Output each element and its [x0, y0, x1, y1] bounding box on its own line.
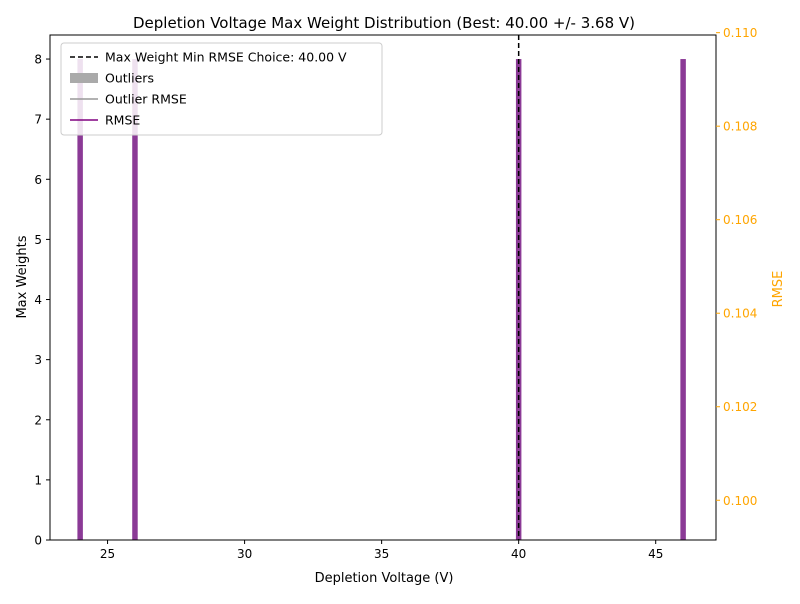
bar — [77, 59, 83, 541]
x-tick-label: 45 — [648, 547, 663, 561]
y2-tick-label: 0.104 — [723, 307, 757, 321]
y2-tick-label: 0.106 — [723, 213, 757, 227]
legend-outliers-swatch — [70, 73, 98, 83]
y-tick-label: 1 — [34, 473, 42, 487]
chart-title: Depletion Voltage Max Weight Distributio… — [133, 14, 635, 32]
y2-tick-label: 0.100 — [723, 494, 757, 508]
x-tick-label: 35 — [374, 547, 389, 561]
x-tick-label: 25 — [100, 547, 115, 561]
y-tick-label: 7 — [34, 113, 42, 127]
axes: 25 30 35 40 450123456780.1000.1020.1040.1060… — [34, 26, 757, 561]
axes-frame — [49, 34, 717, 541]
x-tick-label: 40 — [511, 547, 526, 561]
x-tick-label: 30 — [237, 547, 252, 561]
bar — [680, 59, 686, 541]
x-axis-label: Depletion Voltage (V) — [315, 571, 454, 586]
y-tick-label: 4 — [34, 293, 42, 307]
y-axis-label: Max Weights — [15, 235, 30, 318]
y2-tick-label: 0.102 — [723, 400, 757, 414]
legend-box — [60, 42, 383, 136]
y-tick-label: 8 — [34, 53, 42, 67]
legend-label: RMSE — [105, 113, 140, 128]
y2-tick-label: 0.110 — [723, 26, 757, 40]
plot-area — [77, 35, 686, 541]
legend-label: Outlier RMSE — [105, 92, 187, 107]
legend-label: Outliers — [105, 71, 154, 86]
y-tick-label: 0 — [34, 534, 42, 548]
y-tick-label: 2 — [34, 413, 42, 427]
legend-label: Max Weight Min RMSE Choice: 40.00 V — [105, 50, 347, 65]
bar — [132, 59, 138, 541]
y2-tick-label: 0.108 — [723, 120, 757, 134]
legend: Max Weight Min RMSE Choice: 40.00 V Outli… — [60, 42, 383, 136]
y-tick-label: 3 — [34, 353, 42, 367]
y-tick-label: 5 — [34, 233, 42, 247]
y-tick-label: 6 — [34, 173, 42, 187]
y2-axis-label: RMSE — [771, 271, 786, 308]
